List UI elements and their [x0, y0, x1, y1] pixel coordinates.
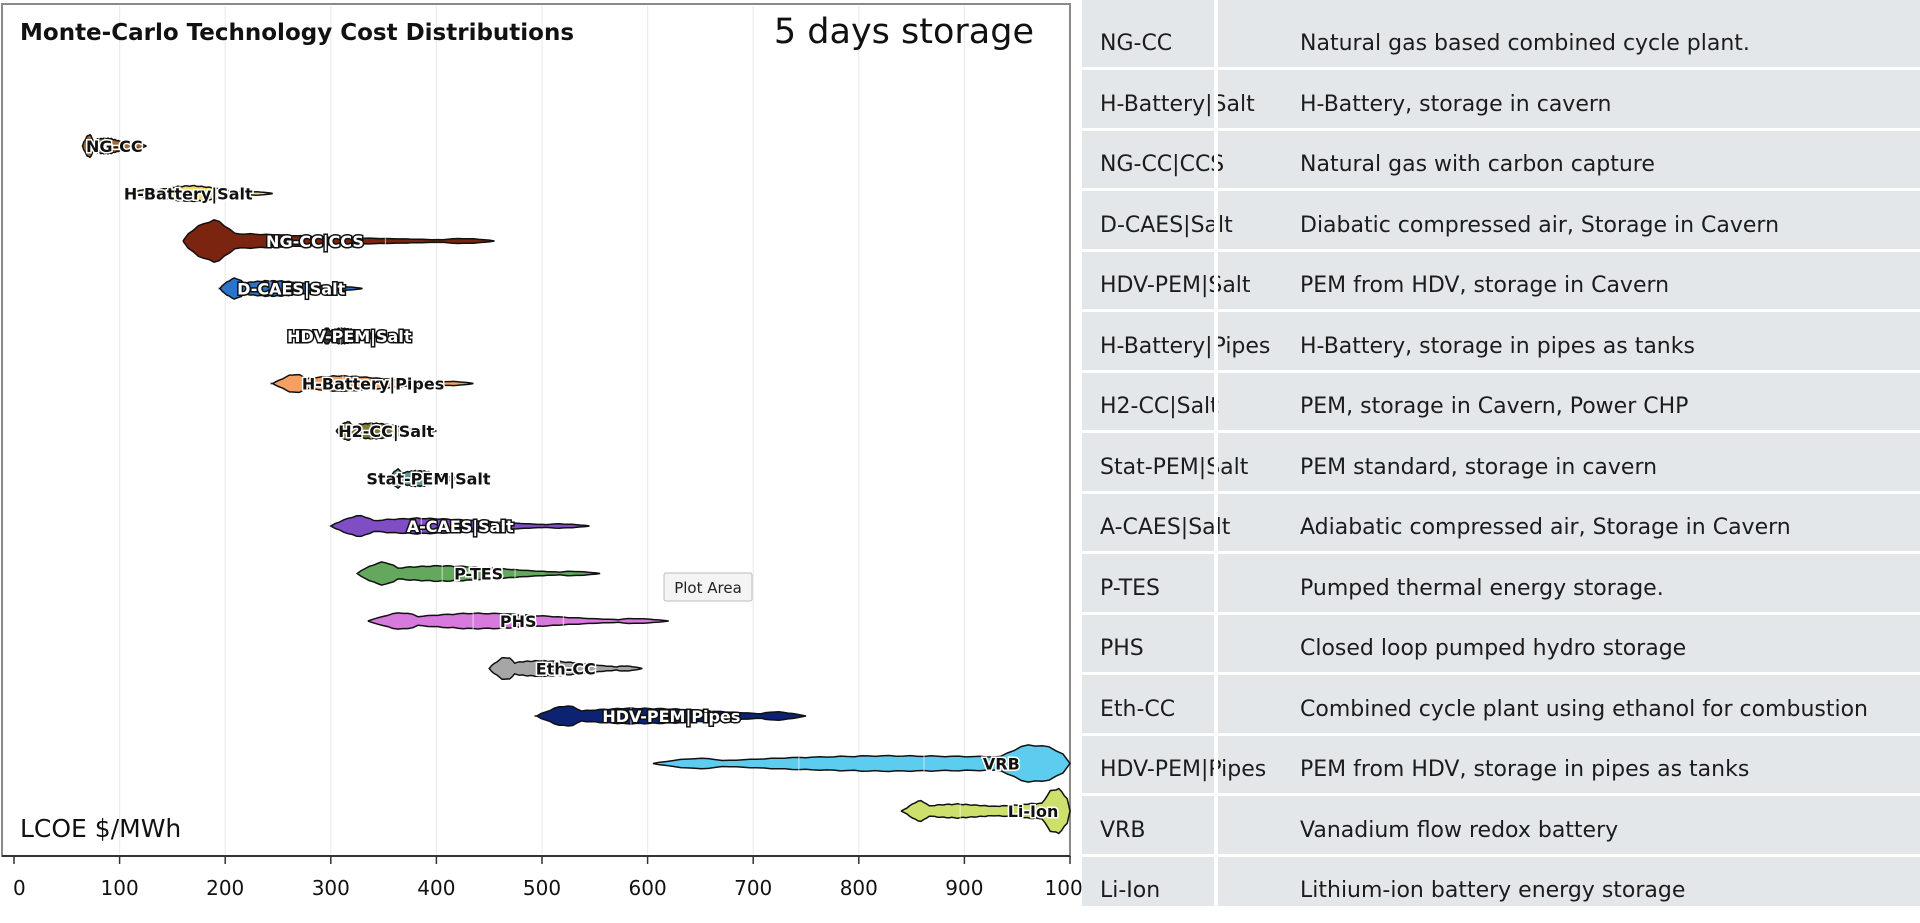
- legend-code: VRB: [1100, 817, 1146, 843]
- violin-h-battery-pipes: [269, 373, 474, 394]
- x-tick-label-400: 400: [417, 876, 455, 900]
- legend-row: NG-CC Natural gas based combined cycle pl…: [1082, 12, 1920, 70]
- violin-label-stat-pem-salt: Stat-PEM|Salt: [366, 470, 490, 490]
- legend-code: H-Battery|Pipes: [1100, 333, 1271, 359]
- legend-code: Stat-PEM|Salt: [1100, 454, 1249, 480]
- violin-a-caes-salt: [329, 514, 590, 538]
- x-tick-label-900: 900: [945, 876, 983, 900]
- legend-description: PEM from HDV, storage in pipes as tanks: [1300, 757, 1750, 782]
- legend-code: Eth-CC: [1100, 696, 1176, 722]
- legend-row: D-CAES|Salt Diabatic compressed air, Stor…: [1082, 194, 1920, 252]
- x-tick-label-800: 800: [840, 876, 878, 900]
- legend-code: D-CAES|Salt: [1100, 212, 1233, 238]
- legend-code: P-TES: [1100, 575, 1161, 601]
- legend-code: H-Battery|Salt: [1100, 91, 1255, 117]
- x-tick-label-100: 100: [101, 876, 139, 900]
- legend-description: Combined cycle plant using ethanol for c…: [1300, 696, 1868, 722]
- violin-stat-pem-salt: [388, 467, 471, 490]
- violin-label-p-tes: P-TES: [454, 565, 503, 584]
- legend-description: Vanadium flow redox battery: [1300, 817, 1619, 843]
- legend-description: H-Battery, storage in pipes as tanks: [1300, 333, 1695, 359]
- legend-row: Eth-CC Combined cycle plant using ethanol…: [1082, 678, 1920, 736]
- violin-p-tes: [355, 561, 601, 586]
- violin-label-phs: PHS: [500, 612, 537, 631]
- plot-area-tooltip: Plot Area: [663, 572, 753, 602]
- x-tick-label-300: 300: [312, 876, 350, 900]
- violin-label-a-caes-salt: A-CAES|Salt: [407, 517, 514, 537]
- x-tick-label-0: 0: [13, 876, 26, 900]
- violin-chart: NG-CC H-Battery|Salt NG-CC|CCS D-CAES|Salt H…: [1, 3, 1082, 900]
- legend-description: H-Battery, storage in cavern: [1300, 91, 1612, 117]
- legend-code: H2-CC|Salt: [1100, 394, 1219, 419]
- legend-code: NG-CC|CCS: [1100, 152, 1225, 177]
- violin-ng-cc-ccs: [182, 218, 495, 264]
- violin-phs: [367, 612, 669, 630]
- legend-code: HDV-PEM|Pipes: [1100, 757, 1267, 782]
- legend-description: Natural gas with carbon capture: [1300, 152, 1655, 177]
- violin-label-ng-cc-ccs: NG-CC|CCS: [266, 232, 364, 252]
- violin-ng-cc: [81, 133, 148, 159]
- violin-h2-cc-salt: [335, 420, 437, 442]
- legend-code: PHS: [1100, 636, 1144, 661]
- legend-description: Adiabatic compressed air, Storage in Cav…: [1300, 515, 1791, 540]
- legend-description: Pumped thermal energy storage.: [1300, 575, 1664, 601]
- x-tick-label-500: 500: [523, 876, 561, 900]
- violin-label-eth-cc: Eth-CC: [536, 660, 596, 679]
- legend-code: Li-Ion: [1100, 878, 1161, 903]
- legend-row: H-Battery|Pipes H-Battery, storage in pip…: [1082, 315, 1920, 373]
- tooltip-text: Plot Area: [674, 579, 742, 597]
- legend-description: PEM, storage in Cavern, Power CHP: [1300, 394, 1689, 419]
- violin-hdv-pem-salt: [318, 327, 380, 345]
- violin-label-h-battery-pipes: H-Battery|Pipes: [302, 375, 444, 395]
- violin-label-h2-cc-salt: H2-CC|Salt: [338, 422, 434, 442]
- legend-row: P-TES Pumped thermal energy storage.: [1082, 557, 1920, 615]
- legend-row: A-CAES|Salt Adiabatic compressed air, Sto…: [1082, 496, 1920, 554]
- tooltip-box: [663, 572, 753, 602]
- violin-label-ng-cc: NG-CC: [86, 137, 143, 156]
- violin-h-battery-salt: [129, 184, 273, 203]
- gridlines: [118, 6, 966, 854]
- x-tick-label-700: 700: [734, 876, 772, 900]
- legend-row: H-Battery|Salt H-Battery, storage in cave…: [1082, 73, 1920, 131]
- legend-table: NG-CC Natural gas based combined cycle pl…: [1082, 0, 1920, 917]
- violin-label-vrb: VRB: [983, 755, 1020, 774]
- legend-description: Lithium-ion battery energy storage: [1300, 878, 1686, 903]
- legend-column-divider: [1214, 0, 1218, 906]
- legend-description: Closed loop pumped hydro storage: [1300, 636, 1687, 661]
- violin-li-ion: [900, 787, 1071, 835]
- legend-description: Natural gas based combined cycle plant.: [1300, 31, 1750, 56]
- violin-series: NG-CC H-Battery|Salt NG-CC|CCS D-CAES|Salt H…: [81, 132, 1071, 835]
- violin-label-h-battery-salt: H-Battery|Salt: [124, 185, 253, 205]
- x-axis-ticks: 0 100 200 300 400 500 600 700 800 900 1000: [13, 856, 1082, 900]
- violin-vrb: [652, 744, 1071, 783]
- chart-frame: [1, 3, 1071, 857]
- legend-description: PEM from HDV, storage in Cavern: [1300, 273, 1670, 298]
- legend-code: HDV-PEM|Salt: [1100, 273, 1251, 298]
- x-tick-label-1000: 1000: [1045, 876, 1082, 900]
- violin-hdv-pem-pipes: [533, 705, 807, 727]
- violin-label-li-ion: Li-Ion: [1008, 802, 1059, 821]
- legend-row: Li-Ion Lithium-ion battery energy storage: [1082, 859, 1920, 917]
- violin-d-caes-salt: [218, 277, 363, 300]
- legend-description: Diabatic compressed air, Storage in Cave…: [1300, 212, 1780, 238]
- legend-code: A-CAES|Salt: [1100, 515, 1231, 540]
- violin-eth-cc: [488, 656, 643, 681]
- legend-row: VRB Vanadium flow redox battery: [1082, 799, 1920, 857]
- x-tick-label-200: 200: [206, 876, 244, 900]
- violin-label-hdv-pem-salt: HDV-PEM|Salt: [287, 327, 412, 347]
- legend-row: HDV-PEM|Salt PEM from HDV, storage in Cav…: [1082, 254, 1920, 312]
- x-axis-label: LCOE $/MWh: [20, 814, 181, 843]
- legend-row: Stat-PEM|Salt PEM standard, storage in ca…: [1082, 436, 1920, 494]
- legend-row: PHS Closed loop pumped hydro storage: [1082, 617, 1920, 675]
- legend-code: NG-CC: [1100, 31, 1173, 56]
- x-tick-label-600: 600: [629, 876, 667, 900]
- legend-row: NG-CC|CCS Natural gas with carbon capture: [1082, 133, 1920, 191]
- violin-label-d-caes-salt: D-CAES|Salt: [237, 280, 345, 300]
- violin-label-hdv-pem-pipes: HDV-PEM|Pipes: [602, 707, 740, 727]
- chart-subtitle: 5 days storage: [774, 12, 1034, 52]
- legend-row: H2-CC|Salt PEM, storage in Cavern, Power …: [1082, 375, 1920, 433]
- legend-row: HDV-PEM|Pipes PEM from HDV, storage in pi…: [1082, 738, 1920, 796]
- chart-title: Monte-Carlo Technology Cost Distribution…: [20, 20, 574, 46]
- legend-description: PEM standard, storage in cavern: [1300, 454, 1658, 480]
